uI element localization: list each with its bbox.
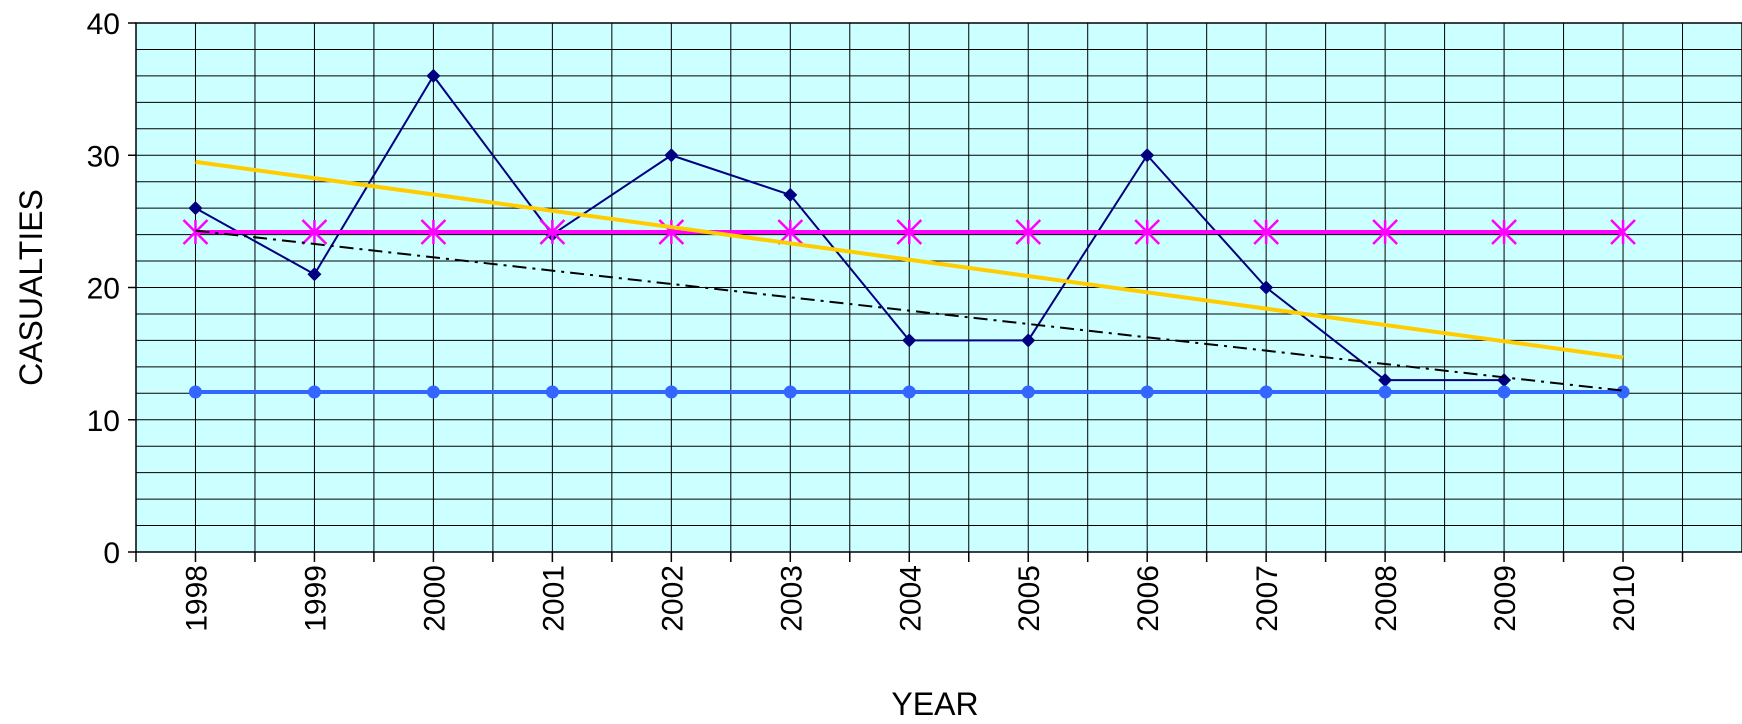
axes	[128, 22, 1684, 562]
data-point	[420, 219, 447, 245]
y-tick-label: 10	[87, 405, 120, 438]
data-point	[658, 219, 685, 245]
data-point	[426, 68, 441, 83]
data-point	[188, 201, 203, 216]
data-point	[307, 385, 321, 399]
series-3	[195, 159, 1624, 360]
x-tick-label: 2007	[1251, 565, 1284, 632]
y-axis-title: CASUALTIES	[13, 189, 49, 386]
series-4	[195, 229, 1624, 392]
data-point	[1378, 385, 1392, 399]
data-point	[777, 219, 804, 245]
data-point	[902, 333, 917, 348]
data-point	[1259, 280, 1274, 295]
data-point	[1610, 219, 1636, 245]
data-point	[188, 385, 202, 399]
x-tick-label: 1998	[180, 565, 213, 632]
data-point	[545, 385, 559, 399]
x-tick-label: 2006	[1132, 565, 1165, 632]
x-tick-label: 2008	[1370, 565, 1403, 632]
x-tick-label: 2000	[418, 565, 451, 632]
tick-labels: 0 10 20 30 40 1998 1999 2000 2001 2002 2003 2004 200…	[87, 8, 1641, 632]
data-point	[664, 148, 679, 163]
data-point	[896, 219, 923, 245]
x-tick-label: 2004	[894, 565, 927, 632]
x-tick-label: 1999	[299, 565, 332, 632]
series-line	[195, 229, 1624, 392]
data-point	[1616, 385, 1630, 399]
data-point	[1372, 219, 1398, 245]
y-tick-label: 20	[87, 273, 120, 306]
data-point	[301, 219, 328, 245]
gridlines	[136, 22, 1742, 553]
y-tick-label: 0	[103, 537, 120, 570]
series-layer	[182, 68, 1636, 399]
data-point	[1497, 385, 1511, 399]
x-tick-label: 2005	[1013, 565, 1046, 632]
data-point	[182, 219, 209, 245]
series-0	[188, 68, 1512, 388]
y-tick-label: 40	[87, 8, 120, 41]
data-point	[426, 385, 440, 399]
data-point	[1015, 219, 1042, 245]
data-point	[902, 385, 916, 399]
data-point	[664, 385, 678, 399]
data-point	[1134, 219, 1161, 245]
x-tick-label: 2002	[656, 565, 689, 632]
data-point	[539, 219, 566, 245]
data-point	[1259, 385, 1273, 399]
data-point	[307, 267, 322, 282]
data-point	[1140, 385, 1154, 399]
series-2	[188, 385, 1630, 399]
x-tick-label: 2010	[1608, 565, 1641, 632]
x-tick-label: 2001	[537, 565, 570, 632]
data-point	[783, 187, 798, 202]
data-point	[1491, 219, 1517, 245]
data-point	[1021, 333, 1036, 348]
data-point	[1253, 219, 1280, 245]
series-1	[182, 219, 1636, 245]
data-point	[1378, 373, 1393, 388]
series-line	[194, 74, 1505, 382]
x-tick-label: 2003	[775, 565, 808, 632]
data-point	[783, 385, 797, 399]
x-tick-label: 2009	[1489, 565, 1522, 632]
y-tick-label: 30	[87, 140, 120, 173]
x-axis-title: YEAR	[891, 686, 978, 722]
data-point	[1021, 385, 1035, 399]
series-line	[195, 159, 1624, 360]
data-point	[1140, 148, 1155, 163]
